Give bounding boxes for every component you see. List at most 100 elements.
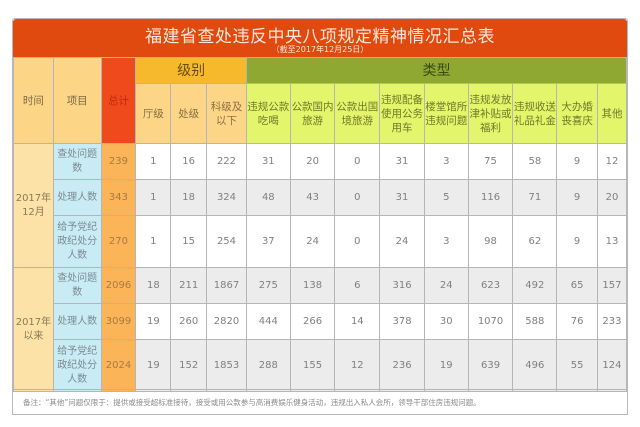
header-type-5: 违规发放津补贴或福利	[467, 83, 514, 144]
item-cell: 查处问题数	[52, 267, 102, 304]
value-cell: 1	[135, 143, 172, 180]
value-cell: 9	[556, 179, 598, 216]
value-cell: 19	[135, 339, 172, 392]
value-cell: 623	[467, 267, 514, 304]
header-type-8: 其他	[596, 83, 628, 144]
value-cell: 14	[334, 303, 381, 340]
value-cell: 76	[556, 303, 598, 340]
value-cell: 19	[135, 303, 172, 340]
item-cell: 给予党纪政纪处分人数	[52, 339, 102, 392]
header-type-7: 大办婚丧喜庆	[556, 83, 598, 144]
value-cell: 43	[289, 179, 336, 216]
header-level-ke: 科级及以下	[206, 83, 247, 144]
value-cell: 58	[512, 143, 558, 180]
value-cell: 55	[556, 339, 598, 392]
value-cell: 233	[596, 303, 628, 340]
header-type-1: 公款国内旅游	[289, 83, 336, 144]
header-type-2: 公款出国境旅游	[334, 83, 381, 144]
value-cell: 288	[245, 339, 291, 392]
table-subtitle: （截至2017年12月25日）	[271, 45, 369, 54]
value-cell: 71	[512, 179, 558, 216]
value-cell: 37	[245, 215, 291, 268]
value-cell: 18	[135, 267, 172, 304]
value-cell: 211	[170, 267, 208, 304]
value-cell: 30	[423, 303, 469, 340]
value-cell: 12	[596, 143, 628, 180]
header-type-0: 违规公款吃喝	[245, 83, 291, 144]
value-cell: 2820	[206, 303, 247, 340]
header-level-group: 级别	[135, 57, 247, 84]
value-cell: 222	[206, 143, 247, 180]
value-cell: 31	[245, 143, 291, 180]
value-cell: 20	[289, 143, 336, 180]
value-cell: 13	[596, 215, 628, 268]
value-cell: 155	[289, 339, 336, 392]
data-table: 时间 项目 总计 级别 类型 厅级 处级 科级及以下 违规公款吃喝 公款国内旅游…	[13, 57, 628, 392]
value-cell: 1	[135, 179, 172, 216]
value-cell: 12	[334, 339, 381, 392]
value-cell: 62	[512, 215, 558, 268]
value-cell: 152	[170, 339, 208, 392]
value-cell: 254	[206, 215, 247, 268]
value-cell: 16	[170, 143, 208, 180]
value-cell: 1853	[206, 339, 247, 392]
total-cell: 2024	[100, 339, 137, 392]
title-bar: 福建省查处违反中央八项规定精神情况汇总表 （截至2017年12月25日）	[13, 19, 627, 57]
header-time: 时间	[13, 57, 54, 144]
total-cell: 343	[100, 179, 137, 216]
item-cell: 处理人数	[52, 179, 102, 216]
value-cell: 124	[596, 339, 628, 392]
value-cell: 275	[245, 267, 291, 304]
value-cell: 0	[334, 215, 381, 268]
header-type-6: 违规收送礼品礼金	[512, 83, 558, 144]
value-cell: 0	[334, 143, 381, 180]
table-row: 处理人数 3099 19 260 2820 444 266 14 378 30 …	[14, 303, 628, 340]
value-cell: 588	[512, 303, 558, 340]
value-cell: 98	[467, 215, 514, 268]
value-cell: 48	[245, 179, 291, 216]
value-cell: 9	[556, 143, 598, 180]
total-cell: 2096	[100, 267, 137, 304]
value-cell: 324	[206, 179, 247, 216]
value-cell: 9	[556, 215, 598, 268]
value-cell: 1	[135, 215, 172, 268]
period-cell: 2017年以来	[13, 267, 54, 392]
value-cell: 266	[289, 303, 336, 340]
value-cell: 316	[379, 267, 425, 304]
value-cell: 31	[379, 143, 425, 180]
value-cell: 20	[596, 179, 628, 216]
value-cell: 24	[379, 215, 425, 268]
value-cell: 24	[289, 215, 336, 268]
value-cell: 444	[245, 303, 291, 340]
table-row: 2017年以来 查处问题数 2096 18 211 1867 275 138 6…	[13, 267, 628, 392]
value-cell: 157	[596, 267, 628, 304]
table-row: 给予党纪政纪处分人数 270 1 15 254 37 24 0 24 3 98 …	[14, 215, 628, 268]
value-cell: 1867	[206, 267, 247, 304]
header-item: 项目	[52, 57, 102, 144]
value-cell: 15	[170, 215, 208, 268]
value-cell: 1070	[467, 303, 514, 340]
value-cell: 138	[289, 267, 336, 304]
value-cell: 496	[512, 339, 558, 392]
value-cell: 492	[512, 267, 558, 304]
period-cell: 2017年12月	[13, 143, 54, 268]
item-cell: 处理人数	[52, 303, 102, 340]
value-cell: 0	[334, 179, 381, 216]
table-title: 福建省查处违反中央八项规定精神情况汇总表	[145, 27, 495, 47]
value-cell: 6	[334, 267, 381, 304]
value-cell: 24	[423, 267, 469, 304]
value-cell: 31	[379, 179, 425, 216]
header-type-4: 楼堂馆所违规问题	[423, 83, 469, 144]
total-cell: 239	[100, 143, 137, 180]
table-row: 处理人数 343 1 18 324 48 43 0 31 5 116 71 9 …	[14, 179, 628, 216]
value-cell: 18	[170, 179, 208, 216]
value-cell: 65	[556, 267, 598, 304]
header-level-ting: 厅级	[135, 83, 172, 144]
item-cell: 查处问题数	[52, 143, 102, 180]
total-cell: 270	[100, 215, 137, 268]
value-cell: 3	[423, 215, 469, 268]
table-row: 给予党纪政纪处分人数 2024 19 152 1853 288 155 12 2…	[14, 339, 628, 392]
summary-table-sheet: 福建省查处违反中央八项规定精神情况汇总表 （截至2017年12月25日） 时间 …	[12, 18, 628, 415]
footnote: 备注：“其他”问题仅限于：提供或接受超标准接待，接受或用公款参与高消费娱乐健身活…	[13, 389, 627, 415]
value-cell: 260	[170, 303, 208, 340]
